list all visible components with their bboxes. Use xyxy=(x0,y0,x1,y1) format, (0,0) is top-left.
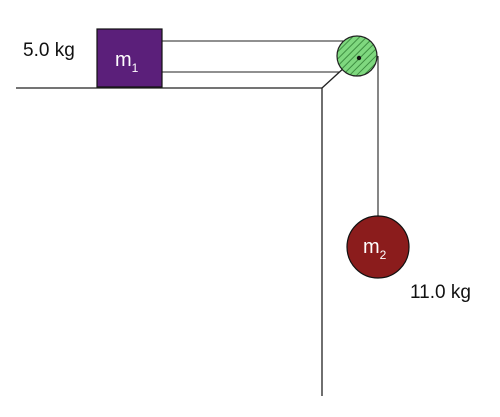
pulley-axle xyxy=(356,55,362,61)
block-m1-symbol: m xyxy=(115,49,132,71)
hanging-mass-m2-label: m2 xyxy=(363,236,387,262)
hanging-mass-m2-symbol: m xyxy=(363,236,380,258)
pulley xyxy=(336,35,378,77)
hanging-mass-m2-subscript: 2 xyxy=(380,248,387,262)
block-m1-subscript: 1 xyxy=(132,61,139,75)
hanging-mass-m2 xyxy=(346,215,410,279)
hanging-mass-value: 11.0 kg xyxy=(410,282,471,303)
block-mass-value: 5.0 kg xyxy=(23,40,75,61)
block-m1 xyxy=(96,28,163,88)
block-m1-label: m1 xyxy=(115,49,139,75)
